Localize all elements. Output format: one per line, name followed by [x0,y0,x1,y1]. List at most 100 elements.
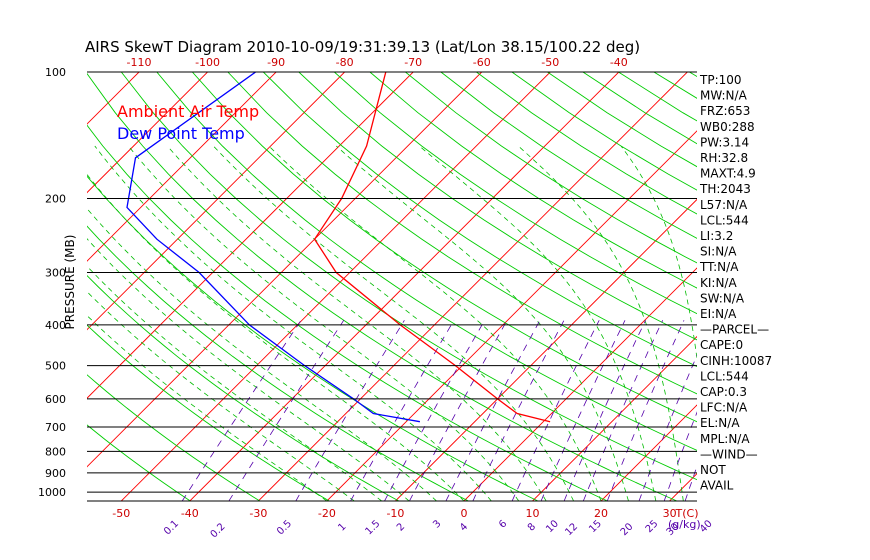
chart-title: AIRS SkewT Diagram 2010-10-09/19:31:39.1… [85,38,640,56]
isotherm-line [463,267,697,501]
legend-ambient-air-temp: Ambient Air Temp [117,102,259,121]
moist-adiabat-line [518,145,684,501]
dry-adiabat-line [369,72,697,289]
mixing-ratio-tick-label: 15 [587,518,604,535]
isotherm-line [0,72,70,501]
index-item: TT:N/A [699,260,739,274]
top-temp-tick-label: -100 [195,56,220,69]
dry-adiabat-line [156,72,697,451]
isotherm-line [326,130,697,501]
pressure-tick-label: 600 [45,393,66,406]
index-item: EI:N/A [700,307,737,321]
index-item: L57:N/A [700,198,748,212]
index-item: SW:N/A [700,291,745,305]
isotherm-line [395,198,697,501]
pressure-tick-label: 300 [45,266,66,279]
index-item: RH:32.8 [700,151,748,165]
mixing-ratio-tick-label: 25 [644,518,661,535]
dry-adiabat-line [405,72,697,264]
isotherm-line [87,72,277,262]
index-item: CINH:10087 [700,354,772,368]
pressure-tick-label: 200 [45,192,66,205]
bottom-temp-tick-label: 20 [594,507,608,520]
y-axis-label: PRESSURE (MB) [63,235,77,330]
dry-adiabat-line [87,374,261,501]
dry-adiabat-line [87,175,539,501]
bottom-temp-tick-label: 30 [663,507,677,520]
mixing-ratio-line [350,320,455,501]
dry-adiabat-line [262,72,697,368]
ambient-air-temp-line [313,72,551,423]
bottom-temp-tick-label: -50 [112,507,130,520]
index-item: MAXT:4.9 [700,167,756,181]
index-item: CAPE:0 [700,338,743,352]
moist-adiabat-line [87,173,465,501]
top-temp-tick-label: -70 [404,56,422,69]
top-temp-tick-label: -40 [610,56,628,69]
index-item: LI:3.2 [700,229,733,243]
moist-adiabat-line [419,145,657,501]
moist-adiabat-line [620,145,697,363]
index-item: EL:N/A [700,416,740,430]
isotherm-line [87,72,208,194]
dry-adiabat-line [120,72,697,481]
mixing-ratio-tick-label: 0.5 [275,518,294,537]
mixing-ratio-lines [181,320,697,501]
dry-adiabat-line [87,275,400,501]
top-temp-tick-label: -110 [127,56,152,69]
mixing-ratio-tick-label: 12 [563,521,580,538]
bottom-temp-tick-label: 10 [526,507,540,520]
legend: Ambient Air Temp Dew Point Temp [117,102,259,143]
index-item: SI:N/A [700,245,737,259]
index-item: —PARCEL— [700,323,769,337]
isotherm-line [87,72,483,468]
mixing-ratio-line [228,320,345,501]
isotherm-line [120,72,551,501]
index-item: MW:N/A [700,89,748,103]
dry-adiabat-line [87,424,191,501]
pressure-tick-label: 100 [45,66,66,79]
index-item: —WIND— [700,447,758,461]
dry-adiabat-line [440,72,697,239]
moist-adiabat-line [213,145,574,501]
mixing-ratio-tick-label: 20 [619,521,636,538]
pressure-tick-label: 500 [45,360,66,373]
pressure-tick-label: 1000 [38,486,66,499]
dry-adiabat-line [298,72,697,341]
bottom-temp-tick-label: -40 [181,507,199,520]
isotherm-line [87,72,345,331]
dew-point-temp-line [126,72,421,423]
moist-adiabat-line [87,207,437,501]
dry-adiabat-line [334,72,697,315]
isobar-lines [87,71,697,502]
index-item: WB0:288 [700,120,755,134]
index-item: LCL:544 [700,369,749,383]
mixing-ratio-unit-label: (g/kg) [668,518,701,531]
pressure-tick-label: 900 [45,467,66,480]
dry-adiabat-line [87,225,469,501]
index-item: AVAIL [700,479,734,493]
index-item: CAP:0.3 [700,385,747,399]
mixing-ratio-tick-label: 1 [336,521,348,533]
pressure-tick-label: 800 [45,445,66,458]
isotherm-line [0,72,2,501]
temp-unit-label: T(C) [675,507,699,520]
index-item: NOT [700,463,726,477]
index-item: MPL:N/A [700,432,750,446]
sounding-profiles [126,72,551,423]
index-item: FRZ:653 [700,104,750,118]
mixing-ratio-tick-label: 2 [395,521,407,533]
isotherm-line [87,72,414,399]
isotherm-line [738,72,870,501]
index-item: LFC:N/A [700,401,748,415]
mixing-ratio-tick-label: 1.5 [363,518,382,537]
mixing-ratio-tick-label: 0.2 [209,521,228,540]
bottom-temp-tick-label: 0 [460,507,467,520]
top-temp-tick-label: -90 [267,56,285,69]
mixing-ratio-tick-label: 4 [458,521,470,533]
dry-adiabat-line [87,324,330,501]
top-temp-tick-label: -60 [473,56,491,69]
index-item: TP:100 [699,73,742,87]
moist-adiabat-line [94,145,492,501]
